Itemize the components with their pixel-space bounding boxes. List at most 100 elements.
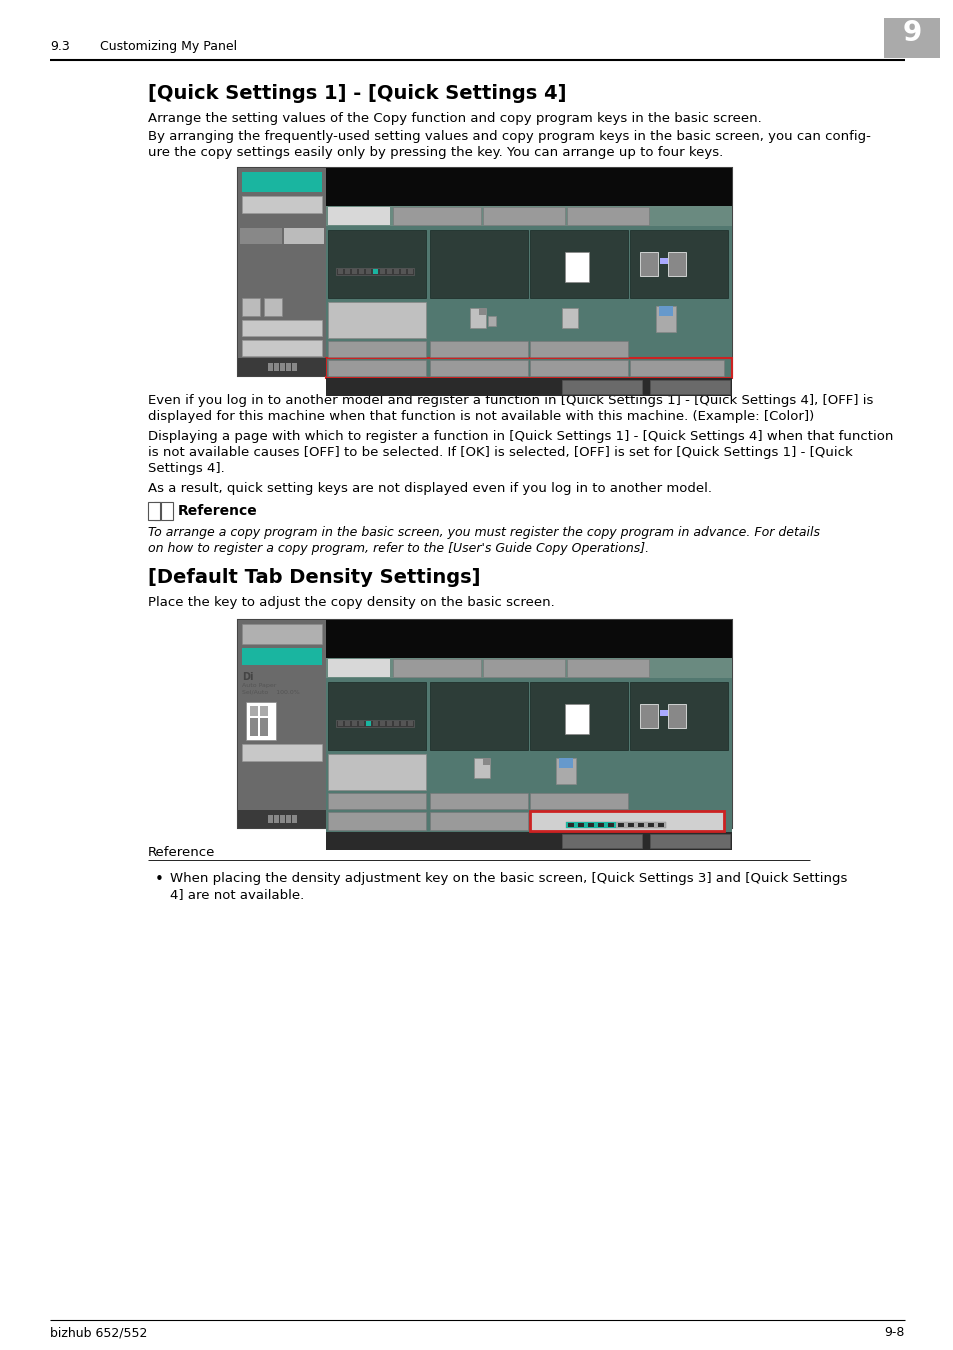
Text: Separate Scan: Separate Scan <box>451 794 506 803</box>
Bar <box>629 230 727 298</box>
Text: Finishing: Finishing <box>359 342 394 351</box>
Bar <box>264 298 282 316</box>
Bar <box>556 757 576 784</box>
Text: 100.0%: 100.0% <box>564 738 593 747</box>
Bar <box>656 306 676 332</box>
Bar <box>246 702 275 740</box>
Text: Delete: Delete <box>267 321 296 329</box>
Bar <box>474 757 490 778</box>
Bar <box>337 269 343 274</box>
Bar <box>326 167 731 207</box>
Bar <box>292 815 296 824</box>
Bar <box>567 824 574 828</box>
Bar <box>237 167 326 377</box>
Bar <box>629 360 723 377</box>
Text: Chapter Insert: Chapter Insert <box>578 387 624 393</box>
Text: Auto Rotate OFF: Auto Rotate OFF <box>547 794 610 803</box>
Bar <box>598 824 603 828</box>
Text: Toner: Toner <box>242 359 260 364</box>
Bar <box>470 308 485 328</box>
Text: 01/06/2010  16:54: 01/06/2010 16:54 <box>332 381 396 387</box>
Text: Home: Home <box>243 230 265 238</box>
Bar <box>148 502 160 520</box>
Text: Select: Select <box>367 738 386 744</box>
Bar <box>260 718 268 736</box>
Text: Zoom: Zoom <box>568 684 588 691</box>
Bar <box>430 755 527 790</box>
Text: on how to register a copy program, refer to the [User's Guide Copy Operations].: on how to register a copy program, refer… <box>148 541 648 555</box>
Bar <box>379 269 385 274</box>
Text: Light: Light <box>536 819 553 826</box>
Bar <box>482 659 564 676</box>
Bar <box>530 755 627 790</box>
Text: Auto Rotate OFF: Auto Rotate OFF <box>547 342 610 351</box>
Text: ▲: ▲ <box>248 298 254 308</box>
Text: Paper: Paper <box>469 684 488 691</box>
Text: Photo/Cover/: Photo/Cover/ <box>581 836 621 841</box>
Bar <box>639 703 658 728</box>
Bar <box>237 167 731 377</box>
Text: Job Details: Job Details <box>257 342 306 350</box>
Bar <box>379 721 385 726</box>
Text: Photo/Cover/: Photo/Cover/ <box>581 382 621 387</box>
Bar <box>358 269 364 274</box>
Bar <box>242 320 322 336</box>
Text: Settings 4].: Settings 4]. <box>148 462 225 475</box>
Bar <box>268 363 273 371</box>
Text: Auto Paper: Auto Paper <box>359 732 394 737</box>
Bar <box>337 721 343 726</box>
Bar <box>240 228 282 244</box>
Text: Top Left: Top Left <box>360 319 393 328</box>
Bar <box>366 269 371 274</box>
Bar <box>883 18 939 58</box>
Bar <box>530 342 627 356</box>
Text: Select: Select <box>367 288 386 292</box>
Text: Density/: Density/ <box>362 684 391 691</box>
Text: Finishing: Finishing <box>359 794 394 803</box>
Text: Auto Paper: Auto Paper <box>359 279 394 285</box>
Bar <box>242 624 322 644</box>
Bar <box>565 822 665 828</box>
Text: 2 in 1: 2 in 1 <box>468 360 489 370</box>
Text: bizhub 652/552: bizhub 652/552 <box>50 1326 147 1339</box>
Text: [Default Tab Density Settings]: [Default Tab Density Settings] <box>148 568 480 587</box>
Text: Duplex/: Duplex/ <box>665 234 692 239</box>
Bar <box>649 834 729 848</box>
Text: ure the copy settings easily only by pressing the key. You can arrange up to fou: ure the copy settings easily only by pre… <box>148 146 722 159</box>
Text: 1: 1 <box>701 625 718 649</box>
Bar <box>328 792 426 809</box>
Text: is not available causes [OFF] to be selected. If [OK] is selected, [OFF] is set : is not available causes [OFF] to be sele… <box>148 446 852 459</box>
Bar <box>250 718 257 736</box>
Bar <box>430 682 527 751</box>
Bar <box>345 721 350 726</box>
Bar <box>387 269 392 274</box>
Bar <box>161 502 172 520</box>
Text: Corner Staple: Corner Staple <box>348 306 405 316</box>
Text: Background: Background <box>355 240 397 246</box>
Text: Application: Application <box>586 660 629 670</box>
Text: 1 ► 1: 1 ► 1 <box>668 282 688 292</box>
Bar <box>242 171 322 192</box>
Text: Original Setting: Original Setting <box>406 660 467 670</box>
Bar <box>629 302 727 338</box>
Text: Combine: Combine <box>663 240 694 246</box>
Bar <box>352 269 356 274</box>
Bar <box>242 648 322 666</box>
Bar <box>280 363 285 371</box>
Text: Duplex/: Duplex/ <box>665 684 692 691</box>
Bar <box>326 678 731 810</box>
Bar <box>352 721 356 726</box>
Bar <box>618 824 623 828</box>
Bar <box>242 340 322 356</box>
Bar <box>326 207 731 225</box>
Text: Check Job: Check Job <box>259 649 304 657</box>
Bar <box>627 824 634 828</box>
Bar <box>328 302 426 338</box>
Bar <box>274 363 278 371</box>
Bar <box>430 360 527 377</box>
Bar <box>561 308 578 328</box>
Text: By arranging the frequently-used setting values and copy program keys in the bas: By arranging the frequently-used setting… <box>148 130 870 143</box>
Text: Select: Select <box>469 281 488 286</box>
Bar <box>326 358 731 378</box>
Text: •: • <box>154 872 164 887</box>
